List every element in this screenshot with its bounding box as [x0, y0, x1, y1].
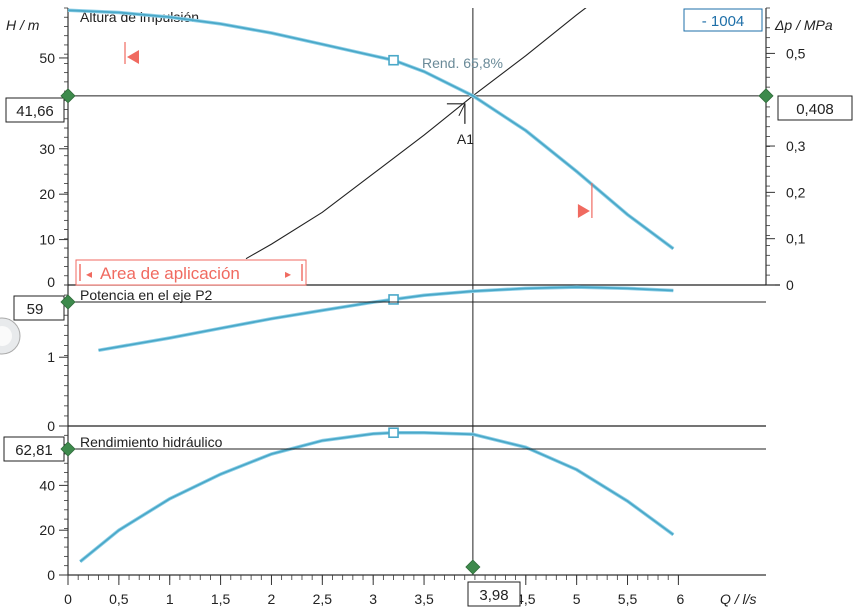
x-tick-label: 1 — [166, 591, 174, 607]
head-curve — [67, 9, 674, 250]
power-readout-value: 59 — [27, 301, 44, 318]
application-area-label: Area de aplicación — [100, 264, 240, 283]
best-point-marker — [388, 54, 399, 66]
application-area-arrow-left: ◂ — [86, 267, 92, 281]
x-tick-label: 2,5 — [313, 591, 333, 607]
eff-tick-label: 0 — [47, 567, 55, 583]
power-left-marker — [60, 294, 76, 310]
x-tick-label: 3 — [369, 591, 377, 607]
mpa-tick-label: 0,3 — [786, 138, 806, 154]
flow-readout-box — [467, 581, 521, 607]
h-tick-label: 10 — [39, 232, 55, 248]
efficiency-left-marker — [60, 441, 76, 457]
application-area-arrow-right: ▸ — [285, 267, 291, 281]
x-tick-label: 5,5 — [618, 591, 638, 607]
pressure-right-marker — [758, 88, 774, 104]
system-curve — [245, 8, 587, 260]
mpa-axis-label: Δp / MPa — [774, 17, 833, 33]
head-left-marker — [60, 88, 76, 104]
efficiency-panel-title: Rendimiento hidráulico — [80, 434, 223, 450]
power-best-point-marker — [388, 294, 399, 305]
edge-disk-inner — [0, 326, 12, 346]
curve-id-box — [683, 8, 763, 32]
x-tick-label: 1,5 — [211, 591, 231, 607]
x-tick-label: 6 — [676, 591, 684, 607]
x-tick-label: 0 — [64, 591, 72, 607]
range-end-triangle — [577, 204, 590, 218]
h-tick-label: 30 — [39, 141, 55, 157]
op-bracket-tick — [458, 103, 466, 117]
flow-readout-value: 3,98 — [479, 587, 508, 604]
mpa-tick-label: 0,1 — [786, 231, 806, 247]
power-panel-title: Potencia en el eje P2 — [80, 287, 213, 303]
efficiency-label: Rend. 65,8% — [422, 55, 503, 71]
h-tick-label: 50 — [39, 50, 55, 66]
x-tick-label: 5 — [573, 591, 581, 607]
x-axis-label: Q / l/s — [720, 591, 757, 607]
pressure-readout-box — [777, 95, 853, 121]
x-tick-label: 0,5 — [109, 591, 129, 607]
flow-bottom-marker — [465, 559, 481, 575]
head-readout-box — [5, 97, 65, 123]
pressure-readout-value: 0,408 — [796, 101, 834, 118]
x-tick-label: 4,5 — [516, 591, 536, 607]
efficiency-curve — [79, 431, 674, 563]
head-readout-value: 41,66 — [16, 103, 54, 120]
operating-point-label: A1 — [457, 131, 474, 147]
x-tick-label: 3,5 — [414, 591, 434, 607]
power-tick-label: 1 — [47, 349, 55, 365]
h-axis-label: H / m — [6, 17, 40, 33]
power-tick-label: 0 — [47, 418, 55, 434]
mpa-tick-label: 0 — [786, 277, 794, 293]
eff-tick-label: 20 — [39, 522, 55, 538]
h-tick-label: 20 — [39, 186, 55, 202]
application-area-box — [75, 259, 307, 286]
h-tick-label: 0 — [47, 274, 55, 290]
curve-id-label: - 1004 — [702, 13, 745, 30]
efficiency-readout-value: 62,81 — [15, 442, 53, 459]
efficiency-best-point-marker — [388, 427, 399, 439]
mpa-tick-label: 0,2 — [786, 184, 806, 200]
eff-tick-label: 40 — [39, 477, 55, 493]
mpa-tick-label: 0,5 — [786, 45, 806, 61]
efficiency-readout-box — [3, 436, 65, 462]
efficiency-curve-halo — [79, 430, 675, 563]
power-readout-box — [13, 295, 65, 321]
range-start-triangle — [127, 50, 140, 64]
x-tick-label: 2 — [268, 591, 276, 607]
op-bracket — [446, 103, 466, 124]
